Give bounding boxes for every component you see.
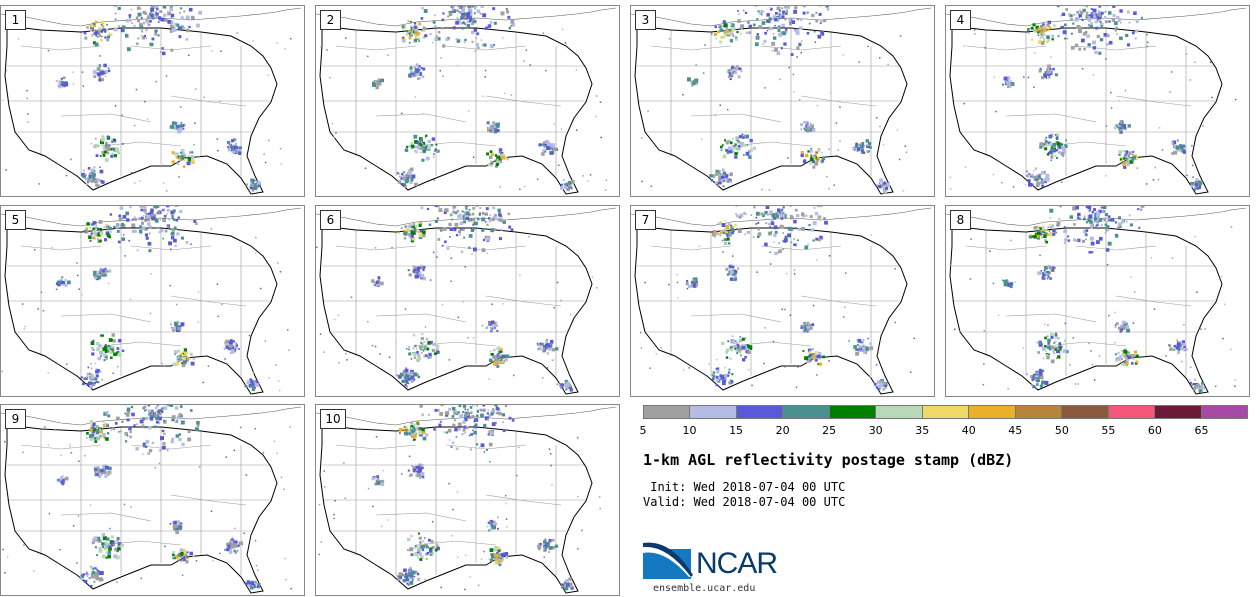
- colorbar-tick: 40: [961, 424, 976, 437]
- ncar-logo-icon: [643, 542, 693, 579]
- colorbar-segment: [783, 406, 830, 418]
- map-geography: [316, 7, 617, 195]
- colorbar-segment: [829, 406, 877, 418]
- colorbar-tick: 20: [775, 424, 790, 437]
- colorbar-tick: 30: [868, 424, 883, 437]
- colorbar-ticks: 5 10 15 20 25 30 35 40 45 50 55 60 65: [639, 424, 1248, 438]
- map-panel: 2: [315, 5, 620, 197]
- colorbar-segment: [876, 406, 923, 418]
- init-time: Init: Wed 2018-07-04 00 UTC: [643, 480, 846, 494]
- colorbar-tick: 15: [729, 424, 744, 437]
- colorbar-segment: [1201, 406, 1248, 418]
- logo-text: NCAR: [696, 547, 778, 580]
- colorbar-segment: [736, 406, 784, 418]
- panel-number: 9: [5, 409, 26, 429]
- dbz-colorbar: [643, 405, 1248, 419]
- reflectivity-echoes: [1, 206, 290, 392]
- colorbar-segment: [1015, 406, 1063, 418]
- map-panel: 10: [315, 404, 620, 596]
- reflectivity-echoes: [316, 206, 598, 392]
- reflectivity-echoes: [641, 6, 908, 194]
- plot-title: 1-km AGL reflectivity postage stamp (dBZ…: [643, 451, 1014, 469]
- map-panel: 6: [315, 205, 620, 397]
- map-panel: 9: [0, 404, 305, 596]
- colorbar-tick: 25: [822, 424, 837, 437]
- reflectivity-map: [631, 206, 932, 395]
- reflectivity-map: [1, 405, 302, 594]
- panel-number: 2: [320, 10, 341, 30]
- reflectivity-echoes: [2, 6, 292, 192]
- reflectivity-map: [946, 6, 1247, 195]
- colorbar-tick: 35: [915, 424, 930, 437]
- reflectivity-map: [946, 206, 1247, 395]
- colorbar-tick: 60: [1147, 424, 1162, 437]
- reflectivity-echoes: [949, 206, 1236, 393]
- reflectivity-map: [316, 206, 617, 395]
- map-panel: 5: [0, 205, 305, 397]
- reflectivity-map: [1, 6, 302, 195]
- colorbar-segment: [1108, 406, 1156, 418]
- panel-number: 6: [320, 210, 341, 230]
- colorbar-tick: 65: [1194, 424, 1209, 437]
- colorbar-segment: [922, 406, 970, 418]
- valid-time: Valid: Wed 2018-07-04 00 UTC: [643, 495, 846, 509]
- map-geography: [631, 207, 932, 395]
- map-geography: [946, 7, 1247, 195]
- map-geography: [1, 207, 302, 395]
- panel-number: 10: [320, 409, 346, 429]
- panel-number: 7: [635, 210, 656, 230]
- reflectivity-echoes: [320, 6, 608, 192]
- map-panel: 3: [630, 5, 935, 197]
- colorbar-segment: [644, 406, 691, 418]
- map-geography: [316, 207, 617, 395]
- colorbar-tick: 45: [1008, 424, 1023, 437]
- panel-number: 1: [5, 10, 26, 30]
- colorbar-segment: [690, 406, 737, 418]
- colorbar-segment: [969, 406, 1016, 418]
- map-panel: 8: [945, 205, 1250, 397]
- colorbar-tick: 5: [639, 424, 647, 437]
- map-geography: [316, 406, 617, 594]
- map-geography: [946, 207, 1247, 395]
- map-panel: 1: [0, 5, 305, 197]
- colorbar-segment: [1062, 406, 1109, 418]
- reflectivity-echoes: [639, 206, 915, 391]
- colorbar-tick: 10: [682, 424, 697, 437]
- website-text: ensemble.ucar.edu: [653, 583, 756, 594]
- colorbar-tick: 55: [1101, 424, 1116, 437]
- colorbar-segment: [1155, 406, 1202, 418]
- map-panel: 7: [630, 205, 935, 397]
- map-panel: 4: [945, 5, 1250, 197]
- panel-number: 3: [635, 10, 656, 30]
- reflectivity-map: [316, 6, 617, 195]
- reflectivity-map: [316, 405, 617, 594]
- reflectivity-echoes: [949, 6, 1237, 191]
- reflectivity-echoes: [318, 405, 601, 591]
- reflectivity-map: [1, 206, 302, 395]
- map-geography: [1, 7, 302, 195]
- reflectivity-map: [631, 6, 932, 195]
- panel-number: 4: [950, 10, 971, 30]
- reflectivity-echoes: [2, 405, 292, 590]
- panel-number: 8: [950, 210, 971, 230]
- colorbar-tick: 50: [1054, 424, 1069, 437]
- panel-number: 5: [5, 210, 26, 230]
